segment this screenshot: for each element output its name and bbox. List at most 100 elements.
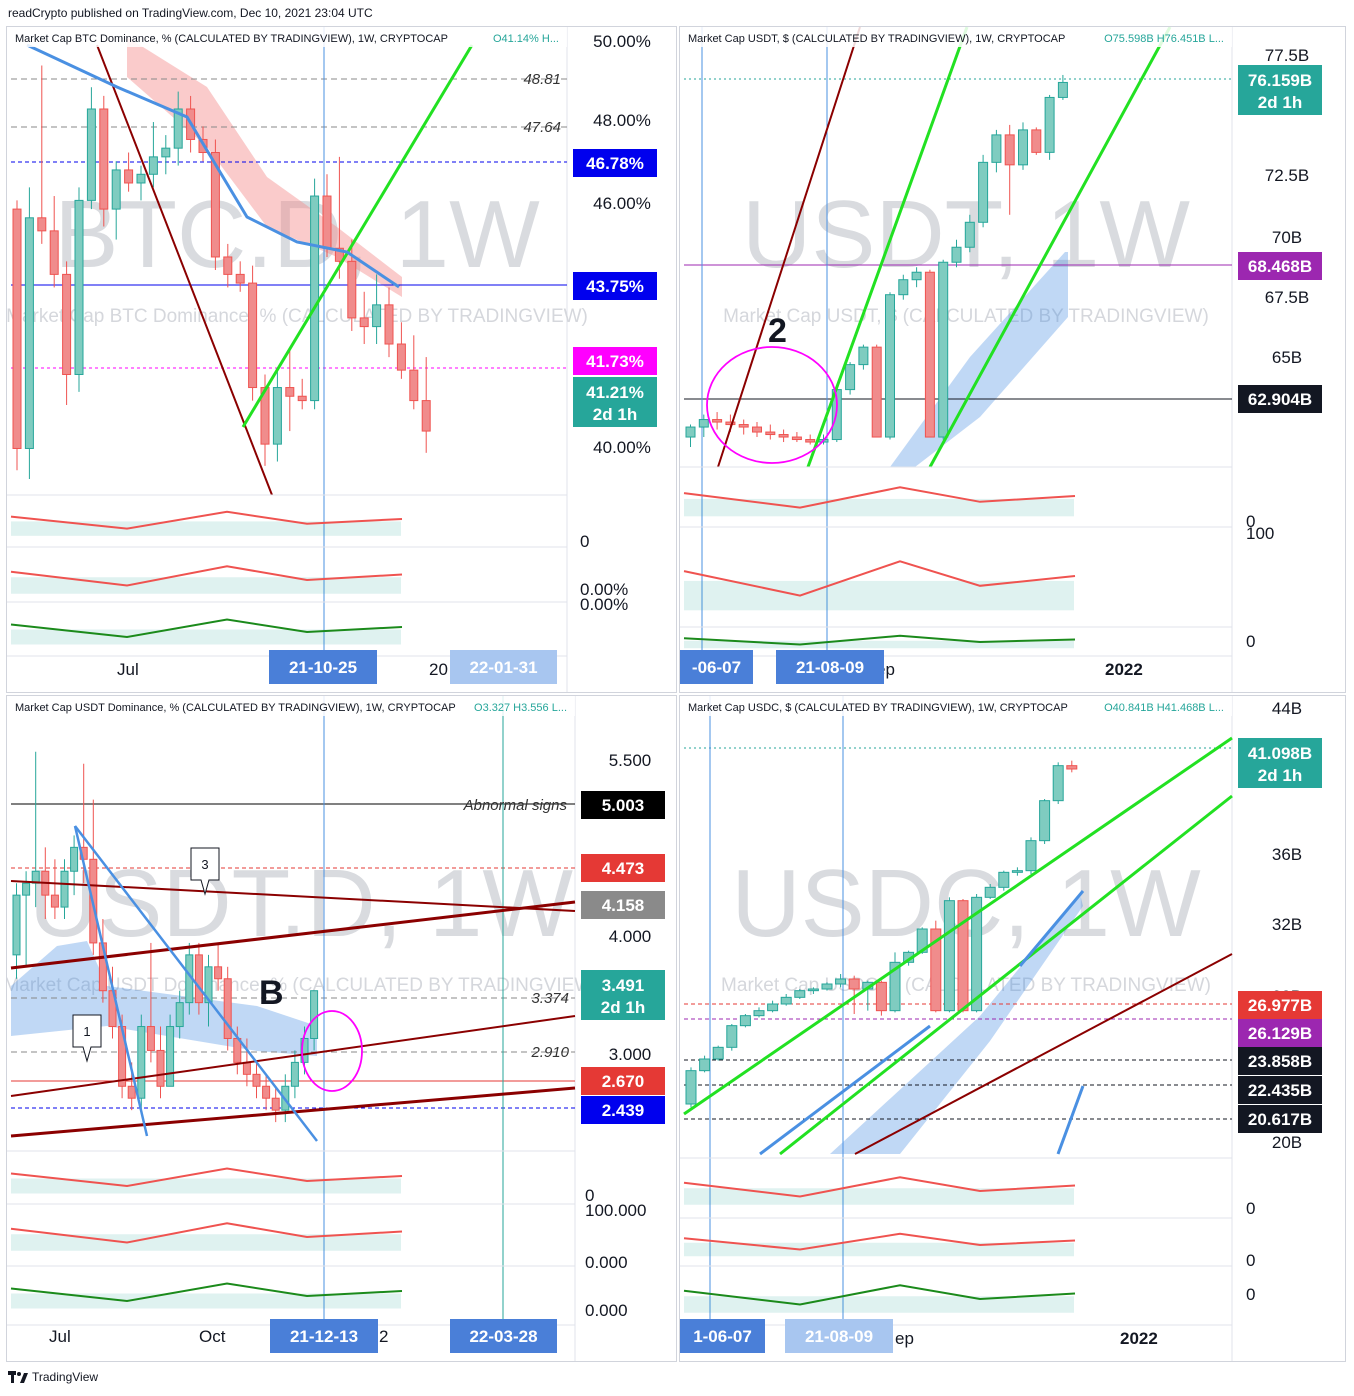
price-tag-text: 41.73%: [586, 352, 644, 371]
candle-body: [22, 882, 31, 896]
trend-line: [854, 953, 1233, 1155]
time-tag-text: 22-03-28: [469, 1327, 537, 1346]
chart-title: Market Cap BTC Dominance, % (CALCULATED …: [15, 33, 448, 45]
ohlc-readout: O75.598B H76.451B L...: [1104, 33, 1224, 45]
candle-body: [1011, 870, 1023, 873]
price-tag-bg: [1238, 738, 1322, 788]
candle-body: [50, 894, 59, 908]
y-tick-label: 44B: [1272, 699, 1302, 718]
price-tag-text: 68.468B: [1248, 257, 1312, 276]
callout-bubble: [190, 847, 220, 896]
oscillator-scale-label: 0.000: [585, 1301, 628, 1320]
watermark-subtitle: Market Cap USDT, $ (CALCULATED BY TRADIN…: [723, 306, 1209, 327]
price-tag-bg: [1238, 1019, 1322, 1047]
price-tag-text: 41.098B: [1248, 744, 1312, 763]
x-tick-label: 2: [379, 1327, 388, 1346]
highlight-ring: [301, 1010, 363, 1092]
candle-body: [310, 195, 320, 402]
candle-body: [845, 364, 856, 391]
candle-body: [74, 199, 84, 375]
oscillator-fill: [11, 1178, 401, 1194]
candle-body: [1044, 96, 1055, 153]
candle-body: [204, 966, 213, 1004]
price-tag-bg: [1238, 1076, 1322, 1104]
x-tick-label: Jul: [117, 660, 139, 679]
price-tag-bg: [573, 272, 657, 300]
price-tag-sub: 2d 1h: [1258, 766, 1302, 785]
panel-usdt-dominance[interactable]: USDT.D, 1W Market Cap USDT Dominance, % (…: [6, 695, 677, 1362]
trend-line: [26, 43, 400, 289]
time-tag-bg: [269, 650, 377, 684]
callout-number: 3: [201, 857, 208, 872]
oscillator-fill: [11, 577, 401, 594]
price-tag-bg: [581, 791, 665, 819]
candle-body: [290, 1061, 299, 1087]
price-tag-bg: [573, 149, 657, 177]
oscillator-line: [683, 560, 1076, 597]
candle-body: [957, 900, 969, 1012]
oscillator-scale-label: 100: [1246, 524, 1274, 543]
y-tick-label: 77.5B: [1265, 46, 1309, 65]
candle-body: [124, 169, 134, 184]
x-tick-label: Jul: [49, 1327, 71, 1346]
price-tag-sub: 2d 1h: [601, 998, 645, 1017]
trend-line: [717, 27, 861, 468]
title-bar-bg: [7, 696, 575, 716]
candle-body: [875, 981, 887, 1012]
price-tag-bg: [1238, 385, 1322, 413]
price-tag-sub: 2d 1h: [1258, 93, 1302, 112]
price-tag-text: 5.003: [602, 796, 645, 815]
price-tag-text: 4.473: [602, 859, 645, 878]
time-tag-text: 21-12-13: [290, 1327, 358, 1346]
y-tick-label: 36B: [1272, 845, 1302, 864]
candle-body: [166, 1026, 175, 1087]
candle-body: [359, 317, 369, 328]
oscillator-fill: [11, 629, 401, 645]
oscillator-line: [10, 1222, 403, 1244]
candle-body: [753, 1010, 765, 1017]
x-tick-label: ep: [895, 1329, 914, 1348]
panel-btc-dominance[interactable]: BTC.D, 1W Market Cap BTC Dominance, % (CA…: [6, 26, 677, 693]
chart-svg-usdtd[interactable]: USDT.D, 1W Market Cap USDT Dominance, % (…: [7, 696, 676, 1361]
oscillator-scale-label: 0: [1246, 1251, 1255, 1270]
candle-body: [347, 260, 357, 319]
price-tag-bg: [1238, 65, 1322, 115]
candle-body: [49, 230, 59, 275]
candle-body: [821, 983, 833, 990]
panel-usdt-market-cap[interactable]: USDT, 1W Market Cap USDT, $ (CALCULATED B…: [679, 26, 1346, 693]
candle-body: [924, 271, 935, 438]
watermark: BTC.D, 1W: [54, 181, 540, 288]
price-tag-bg: [581, 854, 665, 882]
price-tag-bg: [1238, 252, 1322, 280]
oscillator-scale-label: 0: [1246, 512, 1255, 531]
candle-body: [725, 421, 736, 426]
oscillator-scale-label: 0: [1246, 1199, 1255, 1218]
ohlc-readout: O3.327 H3.556 L...: [474, 702, 567, 714]
candle-body: [767, 1003, 779, 1012]
time-tag-bg: [450, 650, 557, 684]
candle-body: [62, 273, 72, 375]
candle-body: [235, 273, 245, 284]
y-tick-label: 65B: [1272, 348, 1302, 367]
y-tick-label: 32B: [1272, 915, 1302, 934]
candle-body: [86, 108, 96, 201]
oscillator-line: [10, 565, 403, 587]
trend-line: [683, 736, 1233, 1116]
chart-svg-btcd[interactable]: BTC.D, 1W Market Cap BTC Dominance, % (CA…: [7, 27, 676, 692]
price-tag-text: 3.491: [602, 976, 645, 995]
oscillator-fill: [684, 640, 1074, 649]
candle-body: [272, 387, 282, 445]
price-tag-bg: [1238, 991, 1322, 1019]
price-tag-bg: [573, 347, 657, 375]
y-tick-label: 5.500: [609, 751, 652, 770]
tradingview-footer[interactable]: TradingView: [8, 1370, 98, 1384]
candle-body: [223, 978, 232, 1039]
trend-line: [779, 794, 1233, 1156]
oscillator-line: [683, 634, 1076, 646]
candle-body: [685, 1070, 697, 1105]
candle-body: [938, 261, 949, 438]
publisher-line: readCrypto published on TradingView.com,…: [8, 6, 373, 20]
